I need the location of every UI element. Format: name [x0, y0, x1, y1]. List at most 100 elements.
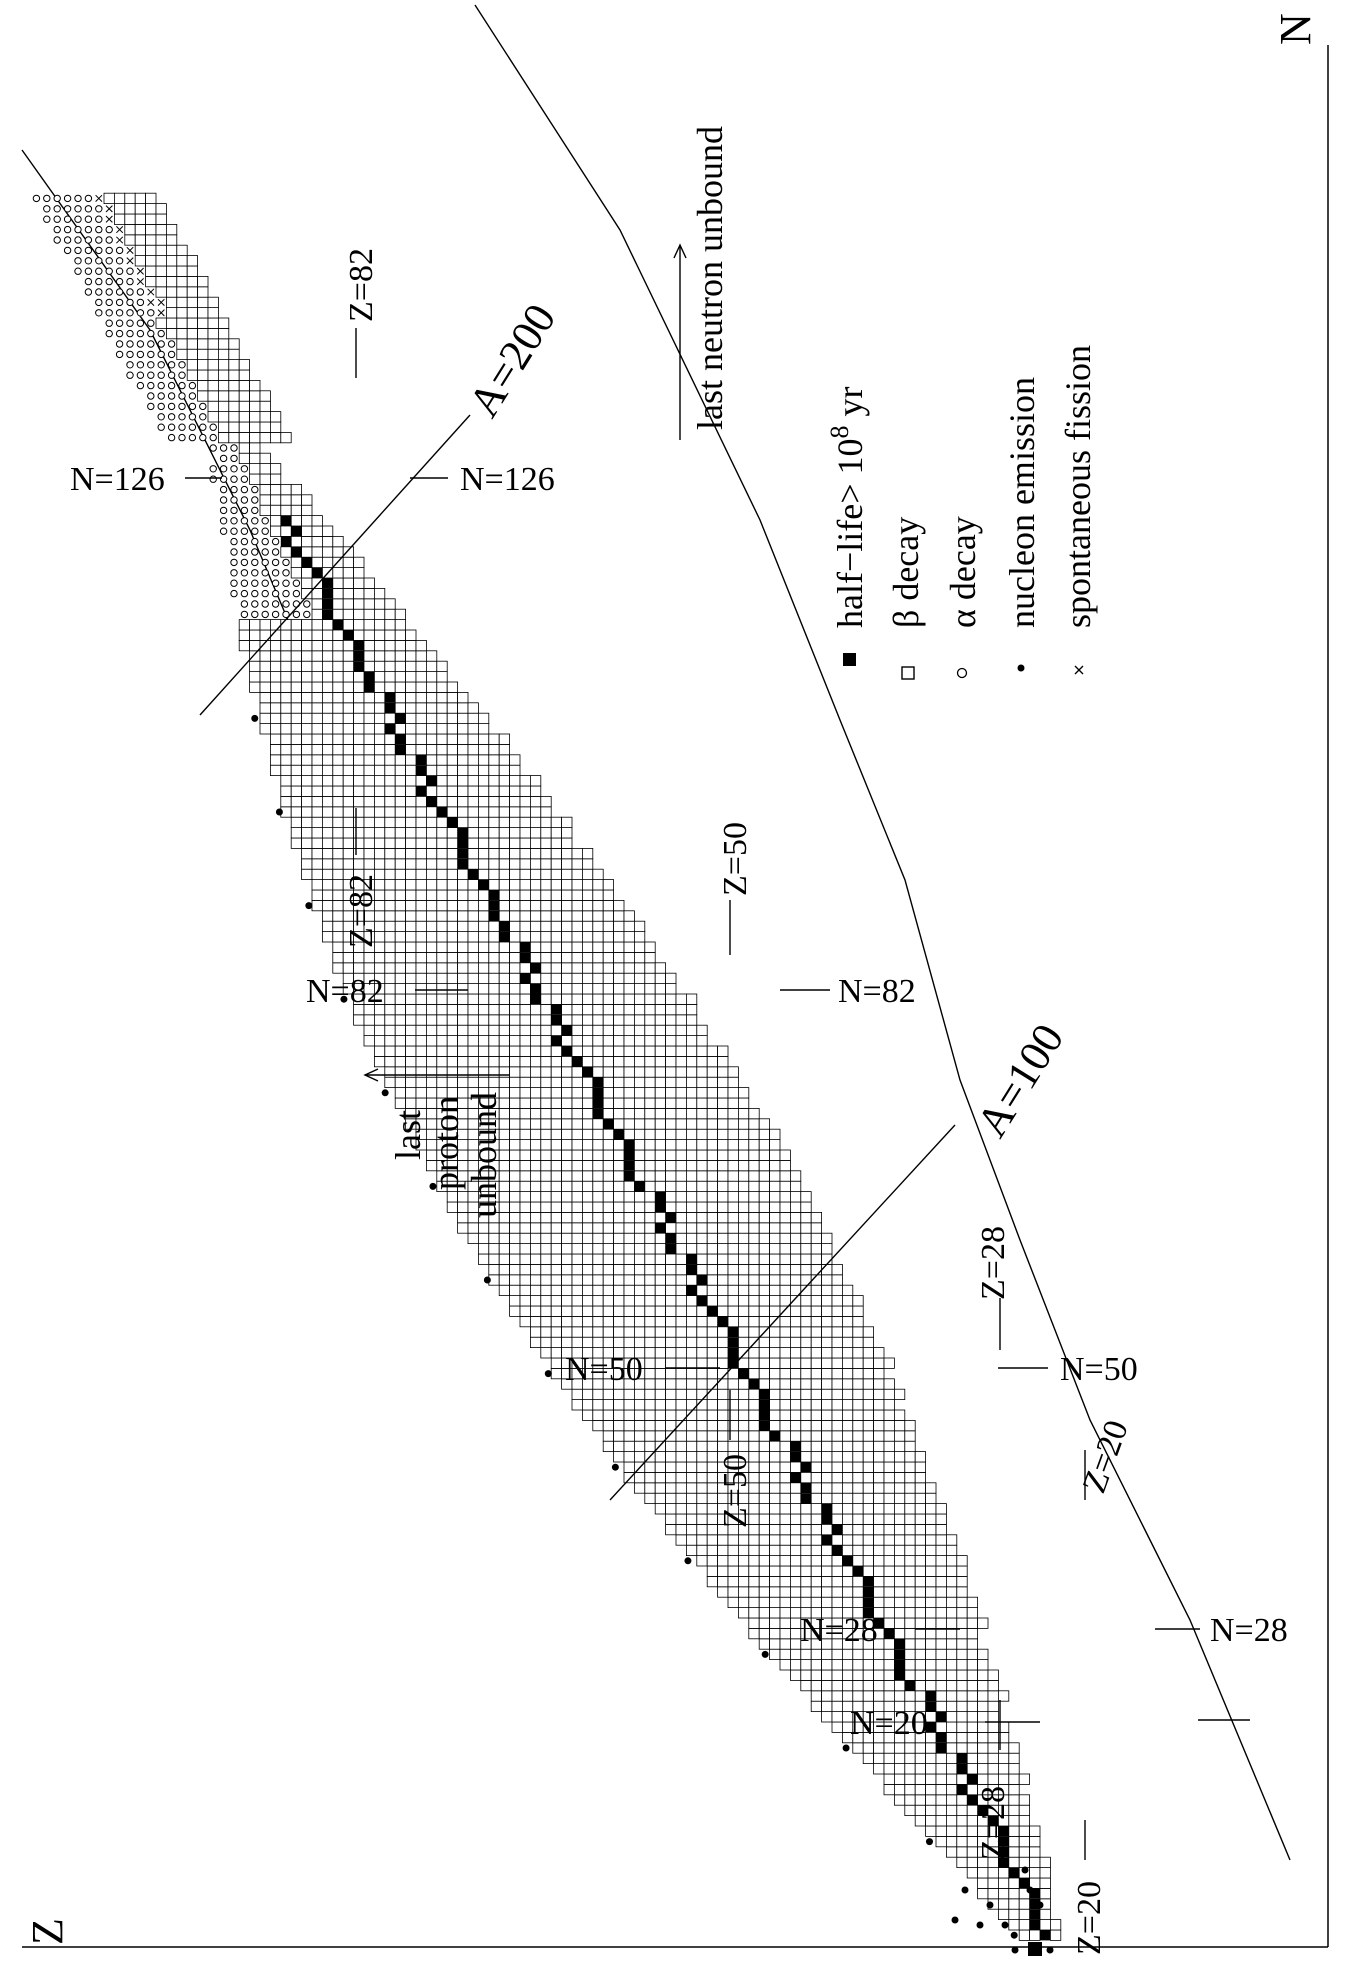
beta-decay-nucleus — [571, 1316, 583, 1328]
beta-decay-nucleus — [280, 483, 292, 496]
fission-nucleus — [157, 309, 165, 317]
beta-decay-nucleus — [550, 1295, 563, 1307]
beta-decay-nucleus — [332, 723, 344, 735]
alpha-decay-nucleus — [251, 569, 259, 577]
beta-decay-nucleus — [894, 1773, 906, 1785]
beta-decay-nucleus — [852, 1409, 864, 1421]
alpha-decay-nucleus — [63, 246, 72, 255]
beta-decay-nucleus — [644, 1430, 656, 1442]
beta-decay-nucleus — [956, 1596, 968, 1608]
alpha-decay-nucleus — [84, 236, 93, 244]
beta-decay-nucleus — [457, 744, 469, 756]
beta-decay-nucleus — [259, 494, 271, 506]
beta-decay-nucleus — [571, 1180, 583, 1192]
beta-decay-nucleus — [176, 317, 188, 329]
beta-decay-nucleus — [415, 1045, 427, 1057]
beta-decay-nucleus — [613, 1420, 625, 1432]
beta-decay-nucleus — [477, 972, 490, 985]
beta-decay-nucleus — [925, 1628, 937, 1640]
beta-decay-nucleus — [738, 1097, 750, 1109]
beta-decay-nucleus — [769, 1180, 781, 1192]
beta-decay-nucleus — [644, 1284, 656, 1296]
alpha-decay-nucleus — [115, 329, 124, 338]
beta-decay-nucleus — [842, 1534, 854, 1546]
alpha-decay-nucleus — [219, 454, 228, 463]
beta-decay-nucleus — [602, 1066, 615, 1078]
beta-decay-nucleus — [467, 806, 479, 818]
beta-decay-nucleus — [665, 1056, 677, 1068]
beta-decay-nucleus — [394, 900, 407, 912]
beta-decay-nucleus — [571, 889, 583, 901]
stable-nucleus — [384, 702, 396, 714]
alpha-decay-nucleus — [261, 610, 269, 619]
beta-decay-nucleus — [592, 1056, 604, 1068]
beta-decay-nucleus — [831, 1648, 843, 1660]
beta-decay-nucleus — [810, 1409, 823, 1421]
nucleon-emission-nucleus — [340, 995, 348, 1003]
beta-decay-nucleus — [634, 952, 646, 964]
beta-decay-nucleus — [540, 983, 552, 995]
stable-nucleus — [582, 1066, 593, 1078]
alpha-decay-nucleus — [240, 506, 249, 515]
beta-decay-nucleus — [946, 1596, 958, 1608]
beta-decay-nucleus — [810, 1513, 823, 1525]
legend-fission-label: spontaneous fission — [1058, 345, 1098, 628]
beta-decay-nucleus — [540, 1118, 552, 1130]
alpha-decay-nucleus — [126, 267, 134, 275]
beta-decay-nucleus — [530, 1232, 542, 1244]
beta-decay-nucleus — [602, 983, 615, 995]
beta-decay-nucleus — [311, 598, 323, 610]
beta-decay-nucleus — [914, 1804, 927, 1816]
beta-decay-nucleus — [977, 1711, 989, 1723]
stable-nucleus — [665, 1233, 676, 1244]
alpha-decay-nucleus — [209, 433, 217, 442]
beta-decay-nucleus — [946, 1742, 958, 1754]
beta-decay-nucleus — [530, 972, 542, 985]
fission-stroke — [126, 246, 134, 254]
beta-decay-nucleus — [269, 692, 282, 704]
alpha-decay-nucleus — [63, 215, 72, 223]
beta-decay-nucleus — [696, 1170, 708, 1182]
beta-decay-nucleus — [498, 806, 511, 818]
beta-decay-nucleus — [207, 359, 219, 371]
beta-decay-nucleus — [405, 868, 417, 881]
beta-decay-nucleus — [509, 1087, 521, 1099]
beta-decay-nucleus — [956, 1669, 968, 1681]
beta-decay-nucleus — [415, 931, 427, 943]
beta-decay-nucleus — [727, 1253, 739, 1265]
beta-decay-nucleus — [914, 1576, 927, 1588]
beta-decay-nucleus — [852, 1420, 864, 1432]
beta-decay-nucleus — [852, 1544, 864, 1556]
beta-decay-nucleus — [779, 1399, 791, 1411]
alpha-decay-nucleus — [126, 350, 134, 359]
beta-decay-nucleus — [488, 816, 500, 829]
beta-decay-nucleus — [717, 1232, 729, 1244]
beta-decay-nucleus — [540, 889, 552, 901]
beta-decay-nucleus — [987, 1752, 999, 1764]
beta-decay-nucleus — [561, 1243, 573, 1255]
beta-decay-nucleus — [124, 213, 136, 225]
beta-decay-nucleus — [904, 1472, 916, 1484]
beta-decay-nucleus — [821, 1440, 833, 1452]
beta-decay-nucleus — [488, 1004, 500, 1016]
beta-decay-nucleus — [373, 660, 386, 673]
beta-decay-nucleus — [186, 255, 198, 267]
alpha-decay-nucleus — [271, 610, 280, 619]
beta-decay-nucleus — [883, 1430, 895, 1442]
beta-decay-nucleus — [654, 1430, 667, 1442]
nucleon-emission-nucleus — [381, 1089, 389, 1097]
beta-decay-nucleus — [956, 1576, 968, 1588]
beta-decay-nucleus — [509, 1149, 521, 1161]
beta-decay-nucleus — [800, 1555, 812, 1567]
beta-decay-nucleus — [592, 1253, 604, 1265]
beta-decay-nucleus — [946, 1534, 958, 1546]
beta-decay-nucleus — [706, 1399, 719, 1411]
beta-decay-nucleus — [259, 504, 271, 517]
beta-decay-nucleus — [998, 1888, 1010, 1900]
alpha-decay-nucleus — [63, 225, 72, 234]
beta-decay-nucleus — [602, 1326, 615, 1338]
stable-nucleus — [738, 1368, 749, 1379]
beta-decay-nucleus — [613, 1076, 625, 1088]
beta-decay-nucleus — [530, 1316, 542, 1328]
beta-decay-nucleus — [748, 1284, 760, 1296]
